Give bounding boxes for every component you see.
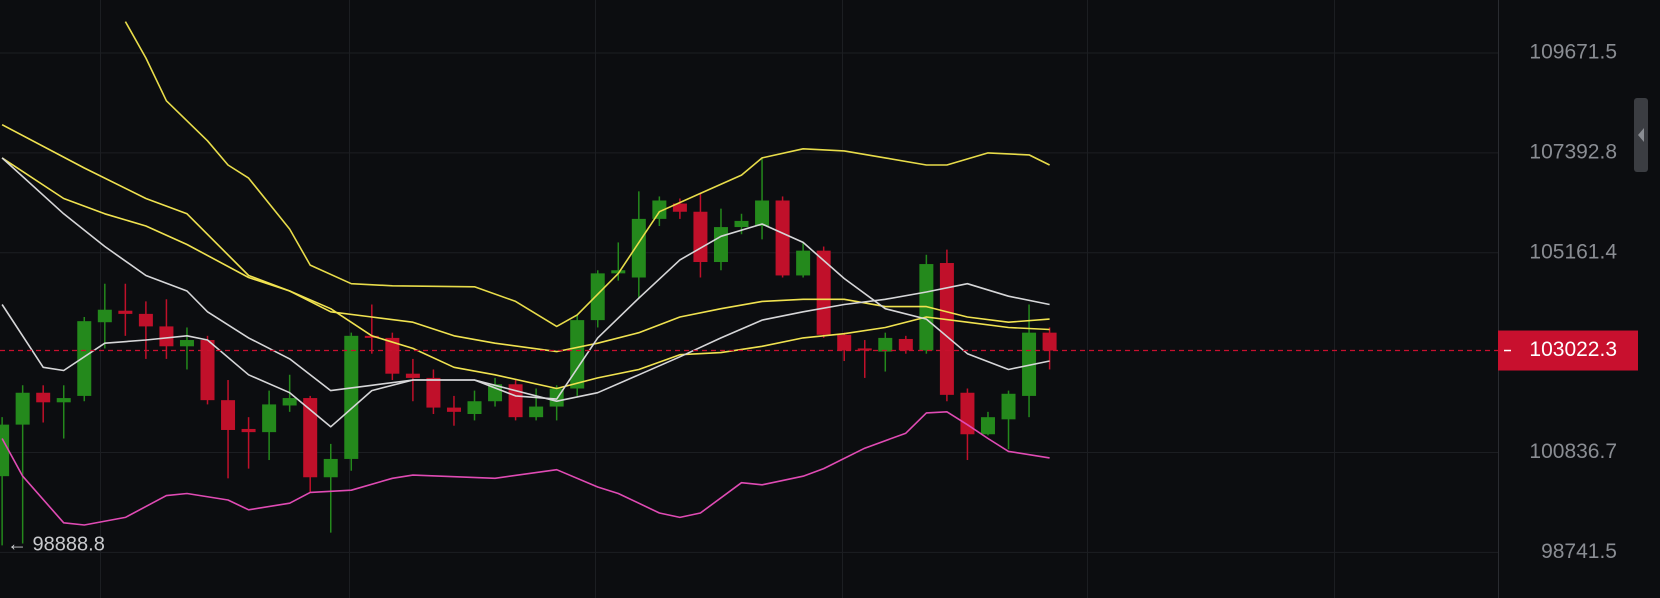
y-tick-label: 107392.8 <box>1529 140 1617 163</box>
candle-body <box>200 340 215 401</box>
candle-body <box>878 337 893 352</box>
candle-body <box>97 309 112 323</box>
candle-body <box>693 211 708 263</box>
candle-body <box>775 200 790 276</box>
candle-body <box>898 338 913 351</box>
scroll-handle[interactable] <box>1634 98 1648 172</box>
candle-body <box>755 200 770 227</box>
candle-body <box>446 407 461 412</box>
y-tick-label: 98741.5 <box>1541 540 1617 563</box>
candle-body <box>36 392 51 403</box>
candle-body <box>77 321 92 396</box>
candle-body <box>980 417 995 435</box>
candle-body <box>364 335 379 338</box>
candle-body <box>837 334 852 351</box>
candle-body <box>631 218 646 278</box>
candle-body <box>1022 332 1037 396</box>
candle-body <box>262 404 277 433</box>
indicator-line <box>124 21 1050 328</box>
candle-body <box>385 337 400 374</box>
scroll-handle-arrow <box>1638 128 1644 142</box>
candle-body <box>467 401 482 414</box>
low-annotation: ← 98888.8 <box>7 534 105 556</box>
candle-body <box>939 263 954 395</box>
candle-body <box>282 398 297 406</box>
candle-body <box>590 273 605 321</box>
price-grid <box>0 52 1498 553</box>
candle-body <box>816 250 831 335</box>
candle-body <box>713 227 728 263</box>
candle-body <box>857 348 872 351</box>
candle-body <box>508 384 523 418</box>
indicator-line <box>1 223 1050 428</box>
candle-body <box>118 310 133 314</box>
candle-body <box>405 373 420 378</box>
candle-body <box>734 220 749 228</box>
current-price-box <box>1498 330 1638 371</box>
indicator-line <box>1 157 1050 390</box>
current-price-label: 103022.3 <box>1529 338 1617 361</box>
candle-body <box>611 270 626 274</box>
indicator-line <box>1 123 1050 353</box>
candle-body <box>652 200 667 219</box>
candle-body <box>179 340 194 347</box>
candle-body <box>159 326 174 347</box>
candle-body <box>1042 332 1057 351</box>
y-tick-label: 109671.5 <box>1529 41 1617 64</box>
y-tick-label: 100836.7 <box>1529 440 1617 463</box>
candle-body <box>796 250 811 276</box>
candle-body <box>303 398 318 478</box>
candles <box>0 157 1057 546</box>
y-tick-label: 105161.4 <box>1529 240 1617 263</box>
candle-body <box>241 428 256 433</box>
candle-body <box>15 392 30 425</box>
candle-body <box>529 406 544 418</box>
candle-body <box>323 458 338 478</box>
candle-body <box>138 313 153 327</box>
candle-body <box>221 400 236 430</box>
candle-body <box>960 392 975 435</box>
candle-body <box>56 398 71 403</box>
candle-body <box>672 203 687 212</box>
indicator-line <box>1 157 1050 402</box>
candle-body <box>1001 393 1016 420</box>
candle-body <box>570 320 585 389</box>
indicator-lines <box>1 21 1050 526</box>
candle-body <box>426 377 441 408</box>
candle-body <box>344 335 359 459</box>
candle-body <box>0 424 10 477</box>
indicator-line <box>1 411 1050 526</box>
